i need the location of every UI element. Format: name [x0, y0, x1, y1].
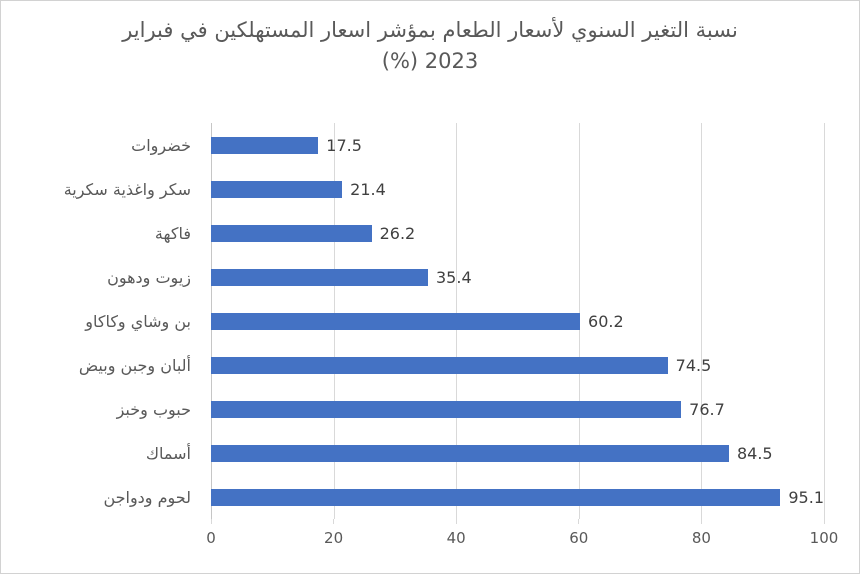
bar	[211, 268, 428, 286]
bar	[211, 400, 682, 418]
bar-row: أسماك 84.5	[1, 431, 824, 475]
x-axis-label: 100	[809, 529, 839, 547]
value-label: 17.5	[326, 135, 362, 155]
bar-row: سكر واغذية سكرية 21.4	[1, 167, 824, 211]
x-axis-label: 20	[324, 529, 344, 547]
bar-rows: خضروات 17.5 سكر واغذية سكرية 21.4 فاكهة …	[1, 123, 824, 519]
x-axis-label: 60	[569, 529, 589, 547]
bar	[211, 444, 729, 462]
category-label: لحوم ودواجن	[103, 487, 191, 507]
gridline	[824, 123, 825, 519]
bar-cell: 84.5	[211, 431, 824, 475]
value-label: 35.4	[436, 267, 472, 287]
bar	[211, 180, 343, 198]
bar-row: خضروات 17.5	[1, 123, 824, 167]
bar-row: حبوب وخبز 76.7	[1, 387, 824, 431]
bar-cell: 35.4	[211, 255, 824, 299]
bar-row: ألبان وجبن وبيض 74.5	[1, 343, 824, 387]
x-axis-label: 0	[206, 529, 216, 547]
chart-title-line1: نسبة التغير السنوي لأسعار الطعام بمؤشر ا…	[122, 18, 738, 42]
bar	[211, 136, 319, 154]
bar	[211, 356, 668, 374]
bar-row: فاكهة 26.2	[1, 211, 824, 255]
bar-cell: 21.4	[211, 167, 824, 211]
value-label: 60.2	[588, 311, 624, 331]
chart-title-line2: 2023 (%)	[381, 49, 479, 73]
axis-tick	[210, 519, 212, 524]
bar-cell: 17.5	[211, 123, 824, 167]
bar	[211, 312, 581, 330]
value-label: 74.5	[675, 355, 712, 375]
axis-tick	[455, 519, 457, 524]
bar-row: زيوت ودهون 35.4	[1, 255, 824, 299]
category-label: فاكهة	[154, 223, 191, 243]
bar-cell: 60.2	[211, 299, 824, 343]
category-label: أسماك	[145, 443, 191, 463]
axis-tick	[700, 519, 702, 524]
axis-tick	[333, 519, 335, 524]
bar-row: بن وشاي وكاكاو 60.2	[1, 299, 824, 343]
x-axis-label: 80	[691, 529, 711, 547]
value-label: 84.5	[736, 443, 773, 463]
bar	[211, 224, 372, 242]
x-axis-tick-group: 20	[294, 519, 374, 547]
x-axis-label: 40	[446, 529, 466, 547]
bar-cell: 95.1	[211, 475, 824, 519]
value-label: 26.2	[379, 223, 416, 243]
value-label: 95.1	[788, 487, 824, 507]
bar-row: لحوم ودواجن 95.1	[1, 475, 824, 519]
bar	[211, 488, 781, 506]
value-label: 21.4	[350, 179, 386, 199]
category-label: حبوب وخبز	[116, 399, 191, 419]
x-axis-tick-group: 60	[539, 519, 619, 547]
category-label: زيوت ودهون	[107, 267, 191, 287]
category-label: خضروات	[131, 135, 191, 155]
category-label: بن وشاي وكاكاو	[85, 311, 191, 331]
axis-tick	[578, 519, 580, 524]
x-axis-tick-group: 100	[784, 519, 859, 547]
value-label: 76.7	[689, 399, 725, 419]
x-axis-tick-group: 80	[661, 519, 741, 547]
x-axis-tick-group: 0	[171, 519, 251, 547]
category-label: سكر واغذية سكرية	[63, 179, 191, 199]
chart-title: نسبة التغير السنوي لأسعار الطعام بمؤشر ا…	[1, 15, 859, 77]
bar-cell: 74.5	[211, 343, 824, 387]
x-axis-tick-group: 40	[416, 519, 496, 547]
category-label: ألبان وجبن وبيض	[78, 355, 191, 375]
axis-tick	[823, 519, 825, 524]
bar-cell: 26.2	[211, 211, 824, 255]
gridline	[701, 123, 703, 519]
bar-cell: 76.7	[211, 387, 824, 431]
